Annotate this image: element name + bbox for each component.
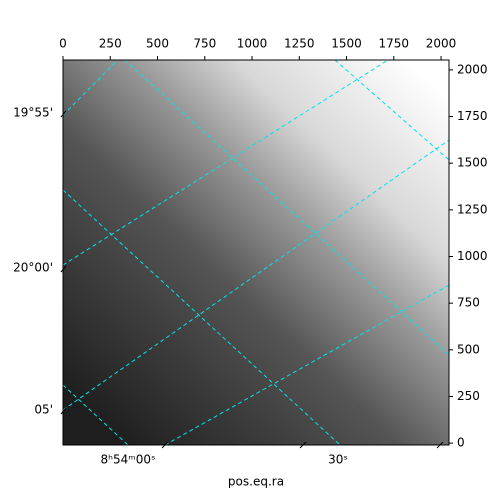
y-tick-label: 0 bbox=[457, 436, 465, 450]
ra-tick bbox=[299, 441, 307, 449]
x-tick-label: 1250 bbox=[284, 37, 315, 51]
axes-frame bbox=[62, 59, 450, 446]
dec-tick-label: 19°55' bbox=[13, 106, 53, 120]
y-tick-label: 1250 bbox=[457, 202, 488, 216]
x-tick-label: 0 bbox=[59, 37, 67, 51]
dec-tick bbox=[60, 407, 67, 415]
grid-line bbox=[334, 60, 449, 161]
dec-tick bbox=[60, 110, 67, 118]
x-tick-label: 250 bbox=[99, 37, 122, 51]
image bbox=[63, 60, 449, 445]
x-tick-label: 1750 bbox=[379, 37, 410, 51]
ra-tick bbox=[436, 441, 444, 449]
x-tick-label: 750 bbox=[193, 37, 216, 51]
x-tick-label: 500 bbox=[146, 37, 169, 51]
y-tick-label: 1000 bbox=[457, 249, 488, 263]
y-tick-label: 500 bbox=[457, 342, 480, 356]
y-tick-label: 750 bbox=[457, 296, 480, 310]
grid-line bbox=[124, 60, 449, 356]
y-tick-label: 1750 bbox=[457, 109, 488, 123]
grid-line bbox=[63, 60, 389, 266]
ra-tick bbox=[161, 441, 169, 449]
wcs-grid bbox=[63, 60, 449, 445]
x-tick-label: 2000 bbox=[426, 37, 457, 51]
dec-tick-label: 20°00' bbox=[13, 261, 53, 275]
x-tick-label: 1000 bbox=[237, 37, 268, 51]
ra-tick-label: 8ʰ54ᵐ00ˢ bbox=[101, 453, 156, 467]
y-tick-label: 2000 bbox=[457, 62, 488, 76]
grid-line bbox=[164, 284, 449, 445]
grid-line bbox=[63, 384, 129, 445]
grid-line bbox=[63, 139, 449, 411]
ra-tick-label: 30ˢ bbox=[328, 453, 348, 467]
x-tick-label: 1500 bbox=[331, 37, 362, 51]
x-axis-label: pos.eq.ra bbox=[228, 475, 284, 489]
dec-tick bbox=[60, 265, 67, 273]
y-tick-label: 250 bbox=[457, 389, 480, 403]
grid-line bbox=[63, 60, 119, 116]
y-tick-label: 1500 bbox=[457, 156, 488, 170]
dec-tick-label: 05' bbox=[34, 403, 53, 417]
